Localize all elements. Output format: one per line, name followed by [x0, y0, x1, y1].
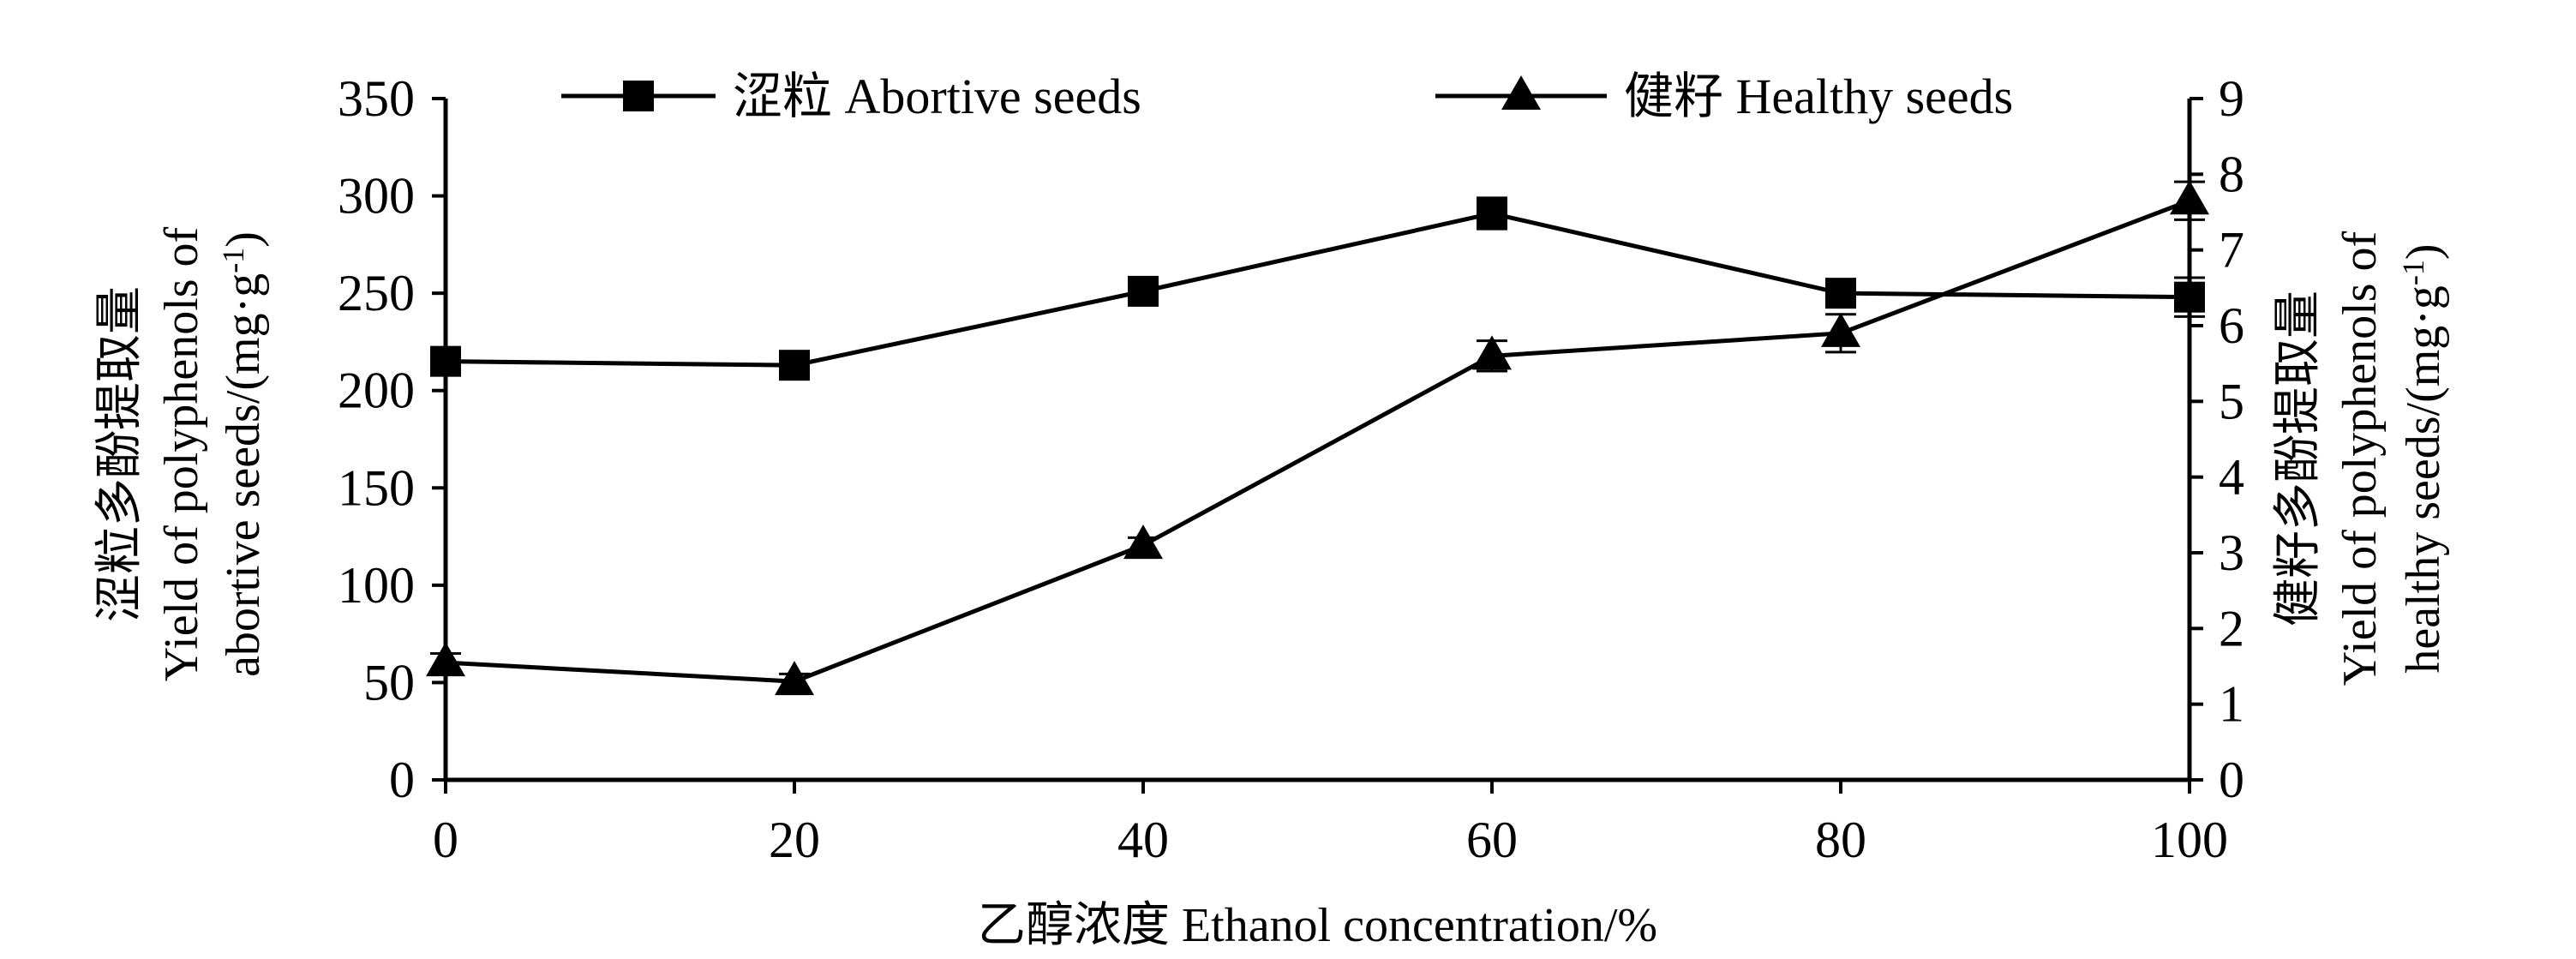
data-point-triangle [426, 642, 465, 677]
ticks: 0 20 40 60 80 1000501001502002503003500123456… [338, 70, 2244, 868]
series-healthy-seeds [426, 180, 2209, 696]
data-point-triangle [1472, 335, 1512, 370]
y-right-tick-label: 7 [2219, 222, 2244, 279]
y-right-axis-title: 健籽多酚提取量 Yield of polyphenols of healthy se… [2272, 231, 2450, 686]
y-right-axis-title-unit-line: healthy seeds/(mg·g-1) [2396, 243, 2450, 673]
x-axis-title: 乙醇浓度 Ethanol concentration/% [978, 899, 1657, 952]
series-line [445, 198, 2190, 684]
legend-item: 健籽 Healthy seeds [1435, 69, 2013, 124]
y-left-axis-title-line: 涩粒多酚提取量 [93, 286, 147, 622]
series-abortive-seeds [430, 196, 2205, 381]
axis-titles: 乙醇浓度 Ethanol concentration/%涩粒多酚提取量 Yield… [93, 226, 2450, 952]
y-right-tick-label: 0 [2219, 752, 2244, 808]
series-group [426, 180, 2209, 696]
y-left-tick-label: 100 [338, 557, 415, 614]
data-point-square [1128, 275, 1159, 307]
y-right-tick-label: 4 [2219, 449, 2244, 506]
data-point-square [430, 345, 461, 377]
legend-label: 涩粒 Abortive seeds [733, 69, 1141, 124]
y-right-tick-label: 1 [2219, 676, 2244, 733]
x-tick-label: 20 [769, 812, 820, 868]
y-right-tick-label: 5 [2219, 373, 2244, 429]
y-right-tick-label: 2 [2219, 600, 2244, 656]
x-tick-label: 40 [1117, 812, 1169, 868]
y-left-axis-title: 涩粒多酚提取量 Yield of polyphenols of abortive s… [93, 226, 270, 681]
y-right-axis-title-superscript: -1 [2396, 260, 2430, 285]
data-point-triangle [1501, 75, 1541, 110]
data-point-square [1477, 198, 1507, 230]
y-left-tick-label: 350 [338, 70, 415, 127]
series-line [445, 211, 2190, 368]
x-tick-label: 100 [2151, 812, 2228, 868]
data-point-square [623, 81, 654, 111]
y-right-tick-label: 9 [2219, 70, 2244, 127]
y-right-tick-label: 3 [2219, 524, 2244, 581]
y-left-tick-label: 300 [338, 168, 415, 225]
data-point-triangle [2170, 180, 2209, 215]
x-tick-label: 80 [1815, 812, 1866, 868]
y-right-axis-title-line: 健籽多酚提取量 [2272, 291, 2325, 626]
y-left-tick-label: 150 [338, 459, 415, 516]
legend-item: 涩粒 Abortive seeds [561, 69, 1141, 124]
legend-label: 健籽 Healthy seeds [1624, 69, 2013, 124]
y-left-tick-label: 250 [338, 265, 415, 321]
data-point-square [779, 350, 810, 381]
y-right-axis-title-line: Yield of polyphenols of [2333, 231, 2387, 686]
data-point-triangle [1123, 524, 1163, 560]
y-left-axis-title-line: Yield of polyphenols of [155, 226, 208, 681]
data-point-square [1825, 278, 1856, 309]
y-right-axis-title-close-paren: ) [2397, 243, 2450, 260]
data-point-triangle [1821, 312, 1860, 347]
x-tick-label: 60 [1466, 812, 1518, 868]
y-right-tick-label: 6 [2219, 297, 2244, 354]
data-point-triangle [775, 661, 814, 696]
y-left-tick-label: 200 [338, 363, 415, 419]
y-right-tick-label: 8 [2219, 146, 2244, 202]
data-point-square [2174, 281, 2205, 313]
y-left-axis-title-unit-line: abortive seeds/(mg·g-1) [216, 231, 270, 677]
y-left-tick-label: 0 [389, 752, 415, 808]
y-left-tick-label: 50 [363, 654, 415, 710]
x-tick-label: 0 [433, 812, 458, 868]
legend: 涩粒 Abortive seeds 健籽 Healthy seeds [561, 69, 2013, 124]
y-left-axis-title-superscript: -1 [216, 248, 250, 273]
y-left-axis-title-close-paren: ) [217, 231, 270, 248]
